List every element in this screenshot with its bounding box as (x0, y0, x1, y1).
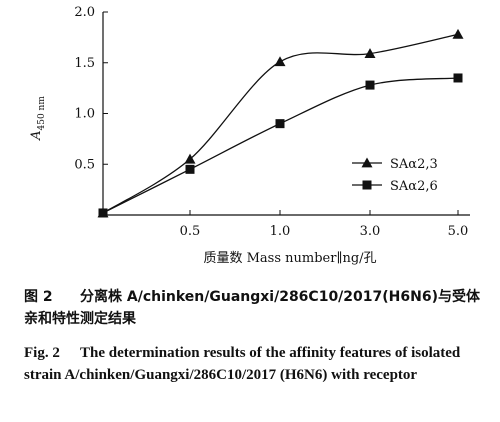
chart-svg: 0.5 1.0 1.5 2.0 0.5 1.0 3.0 5.0 SAα2,3 SAα2,6 质量… (29, 5, 470, 266)
data-point-sa23 (184, 153, 196, 164)
legend: SAα2,3 SAα2,6 (352, 157, 438, 194)
caption-zh-label: 图 2 (24, 289, 53, 305)
y-axis-label: A450 nm (29, 96, 47, 141)
x-axis-label: 质量数 Mass number∥ng/孔 (203, 251, 376, 266)
figure-caption-chinese: 图 2 分离株 A/chinken/Guangxi/286C10/2017(H6N… (24, 286, 490, 330)
data-point-sa26 (365, 80, 375, 90)
data-point-sa23 (364, 48, 376, 59)
legend-label: SAα2,3 (390, 157, 438, 172)
legend-marker (362, 180, 372, 190)
svg-text:A450 nm: A450 nm (29, 96, 47, 141)
affinity-chart: 0.5 1.0 1.5 2.0 0.5 1.0 3.0 5.0 SAα2,3 SAα2,6 质量… (29, 5, 470, 266)
y-tick-label: 0.5 (74, 157, 95, 172)
data-point-sa23 (452, 28, 464, 39)
caption-en-text: The determination results of the affinit… (24, 345, 461, 383)
data-point-sa26 (275, 119, 285, 129)
data-point-sa26 (453, 73, 463, 83)
x-tick-label: 1.0 (270, 224, 291, 239)
y-axis-label-main: A (29, 130, 44, 140)
x-tick-label: 5.0 (448, 224, 469, 239)
y-tick-label: 1.5 (74, 56, 95, 71)
caption-zh-text: 分离株 A/chinken/Guangxi/286C10/2017(H6N6)与… (24, 289, 480, 327)
data-point-sa26 (185, 164, 195, 174)
data-point-sa23 (274, 56, 286, 67)
y-tick-label: 1.0 (74, 107, 95, 122)
caption-en-label: Fig. 2 (24, 345, 60, 361)
x-tick-label: 0.5 (180, 224, 201, 239)
legend-marker (361, 157, 373, 168)
figure-caption-english: Fig. 2 The determination results of the a… (24, 342, 490, 386)
legend-label: SAα2,6 (390, 179, 438, 194)
y-tick-label: 2.0 (74, 5, 95, 20)
data-point-sa26 (98, 208, 108, 218)
y-axis-label-sub: 450 nm (37, 96, 47, 131)
x-tick-label: 3.0 (360, 224, 381, 239)
